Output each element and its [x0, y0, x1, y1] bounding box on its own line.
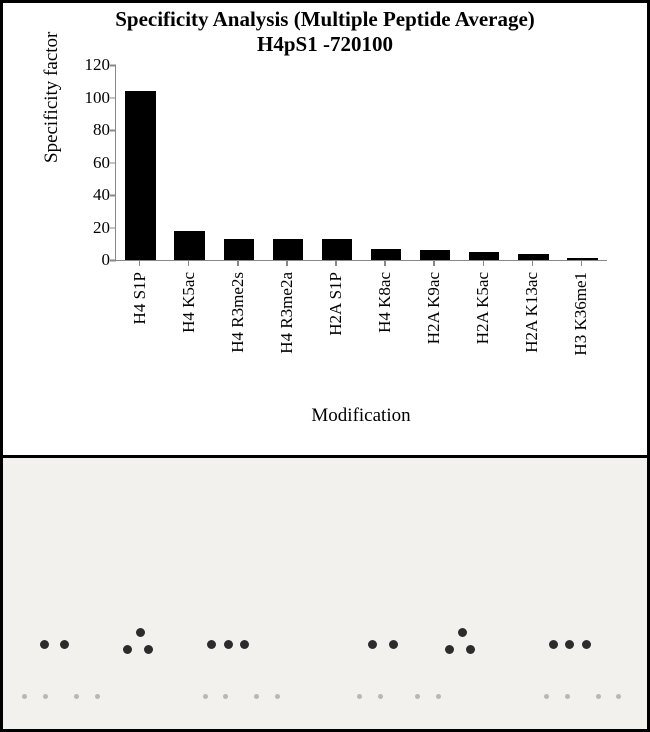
gel-dot [224, 640, 233, 649]
gel-dot [275, 694, 280, 699]
y-tick-label: 80 [66, 120, 110, 140]
title-line-2: H4pS1 -720100 [257, 32, 393, 56]
x-axis-label: Modification [115, 405, 607, 427]
gel-dot [136, 628, 145, 637]
y-tick-label: 120 [66, 55, 110, 75]
y-tick-mark [110, 130, 116, 132]
gel-dot [60, 640, 69, 649]
gel-dot [596, 694, 601, 699]
x-tick-label: H2A K9ac [424, 272, 444, 344]
x-tick-label: H4 K5ac [179, 272, 199, 333]
gel-dot [565, 694, 570, 699]
plot-area: 020406080100120 [115, 65, 607, 261]
gel-dot [368, 640, 377, 649]
gel-dot [223, 694, 228, 699]
y-tick-mark [110, 97, 116, 99]
gel-dot [389, 640, 398, 649]
gel-dot [445, 645, 454, 654]
bar [273, 239, 303, 260]
bar [224, 239, 254, 260]
x-tick-mark [384, 260, 386, 266]
gel-dot [436, 694, 441, 699]
gel-dot [144, 645, 153, 654]
figure-container: Specificity Analysis (Multiple Peptide A… [0, 0, 650, 732]
x-tick-label: H4 S1P [130, 272, 150, 324]
gel-dot [378, 694, 383, 699]
bar [420, 250, 450, 260]
bar [125, 91, 155, 260]
gel-dot [357, 694, 362, 699]
gel-dot [565, 640, 574, 649]
x-tick-mark [335, 260, 337, 266]
gel-dot [43, 694, 48, 699]
gel-dot [582, 640, 591, 649]
y-tick-label: 0 [66, 250, 110, 270]
gel-dot [415, 694, 420, 699]
gel-dot [544, 694, 549, 699]
gel-dot [549, 640, 558, 649]
x-tick-mark [139, 260, 141, 266]
x-tick-label: H2A K13ac [522, 272, 542, 353]
gel-dot [95, 694, 100, 699]
x-tick-label: H4 R3me2a [277, 272, 297, 354]
bar [371, 249, 401, 260]
gel-dot [74, 694, 79, 699]
bar [469, 252, 499, 260]
gel-dot [466, 645, 475, 654]
gel-dot [616, 694, 621, 699]
chart-panel: Specificity Analysis (Multiple Peptide A… [3, 3, 647, 455]
gel-dot [123, 645, 132, 654]
gel-dot [40, 640, 49, 649]
y-tick-mark [110, 195, 116, 197]
x-tick-mark [237, 260, 239, 266]
x-tick-label: H4 R3me2s [228, 272, 248, 353]
gel-panel [3, 455, 647, 729]
gel-dot [207, 640, 216, 649]
x-tick-mark [433, 260, 435, 266]
gel-dot [22, 694, 27, 699]
x-tick-mark [532, 260, 534, 266]
x-tick-label: H2A K5ac [473, 272, 493, 344]
x-tick-label: H4 K8ac [375, 272, 395, 333]
title-line-1: Specificity Analysis (Multiple Peptide A… [115, 7, 535, 31]
x-tick-area: H4 S1P H4 K5ac H4 R3me2s H4 R3me2a H2A S1P H4… [115, 260, 607, 400]
x-tick-mark [188, 260, 190, 266]
gel-dot [240, 640, 249, 649]
chart-title: Specificity Analysis (Multiple Peptide A… [3, 3, 647, 57]
chart-wrap: Specificity factor 020406080100120 H4 S1… [53, 65, 607, 425]
x-tick-label: H2A S1P [326, 272, 346, 336]
gel-image [3, 458, 647, 729]
y-tick-label: 20 [66, 218, 110, 238]
y-tick-label: 60 [66, 153, 110, 173]
y-tick-mark [110, 162, 116, 164]
gel-dot [458, 628, 467, 637]
gel-dot [254, 694, 259, 699]
bar [174, 231, 204, 260]
bar [322, 239, 352, 260]
y-tick-label: 100 [66, 88, 110, 108]
y-tick-mark [110, 227, 116, 229]
x-tick-mark [581, 260, 583, 266]
y-tick-mark [110, 65, 116, 67]
x-tick-mark [286, 260, 288, 266]
x-tick-mark [483, 260, 485, 266]
gel-dot [203, 694, 208, 699]
y-tick-label: 40 [66, 185, 110, 205]
x-tick-label: H3 K36me1 [571, 272, 591, 356]
y-axis-label: Specificity factor [41, 32, 63, 163]
